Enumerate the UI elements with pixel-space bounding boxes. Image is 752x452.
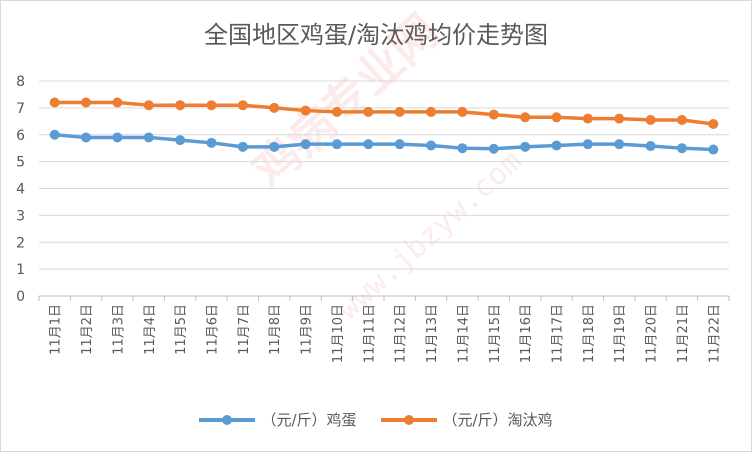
- y-tick-label: 2: [16, 235, 25, 251]
- data-point-s1-15: [520, 112, 531, 123]
- data-point-s1-4: [175, 100, 186, 111]
- data-point-s1-18: [614, 113, 625, 124]
- x-tick-label: 11月18日: [582, 304, 597, 363]
- x-tick-label: 11月17日: [551, 304, 566, 363]
- x-tick-label: 11月1日: [49, 304, 64, 355]
- x-tick-label: 11月6日: [206, 304, 221, 355]
- x-tick-label: 11月5日: [174, 304, 189, 355]
- legend-label-culled-hen: （元/斤）淘汰鸡: [442, 411, 553, 429]
- data-point-s1-12: [426, 106, 437, 117]
- y-tick-label: 7: [16, 101, 25, 117]
- x-tick-label: 11月7日: [237, 304, 252, 355]
- data-point-s0-0: [49, 129, 60, 140]
- data-point-s1-1: [81, 97, 92, 108]
- data-point-s1-10: [363, 106, 374, 117]
- y-tick-label: 8: [16, 74, 25, 90]
- legend-label-egg: （元/斤）鸡蛋: [261, 411, 357, 429]
- data-point-s0-3: [143, 132, 154, 143]
- legend-item-egg: （元/斤）鸡蛋: [199, 409, 357, 430]
- data-point-s0-16: [551, 140, 562, 151]
- x-tick-label: 11月21日: [676, 304, 691, 363]
- x-tick-label: 11月2日: [80, 304, 95, 355]
- data-point-s1-8: [300, 105, 311, 116]
- data-point-s0-7: [269, 141, 280, 152]
- y-tick-label: 6: [16, 128, 25, 144]
- data-point-s1-21: [708, 119, 719, 129]
- data-point-s1-9: [331, 106, 342, 117]
- legend-swatch-culled-hen: [380, 414, 437, 425]
- data-point-s0-5: [206, 137, 217, 148]
- data-point-s0-19: [645, 141, 656, 152]
- data-point-s1-11: [394, 106, 405, 117]
- x-tick-label: 11月11日: [362, 304, 377, 363]
- y-tick-label: 0: [16, 289, 25, 305]
- data-point-s0-18: [614, 139, 625, 150]
- x-tick-label: 11月10日: [331, 304, 346, 363]
- data-point-s1-17: [582, 113, 593, 124]
- x-tick-label: 11月22日: [707, 304, 722, 363]
- data-point-s0-15: [520, 141, 531, 152]
- data-point-s0-20: [676, 143, 687, 154]
- x-tick-label: 11月9日: [300, 304, 315, 355]
- x-tick-label: 11月14日: [456, 304, 471, 363]
- x-tick-label: 11月20日: [645, 304, 660, 363]
- data-point-s1-19: [645, 114, 656, 125]
- data-point-s1-13: [457, 106, 468, 117]
- series-line-1: [54, 100, 714, 126]
- chart-title: 全国地区鸡蛋/淘汰鸡均价走势图: [203, 21, 549, 49]
- x-tick-label: 11月12日: [394, 304, 409, 363]
- series-line-0: [54, 133, 714, 152]
- x-tick-label: 11月13日: [425, 304, 440, 363]
- data-point-s1-6: [237, 100, 248, 111]
- data-point-s1-5: [206, 100, 217, 111]
- data-point-s0-21: [708, 144, 719, 155]
- data-point-s1-0: [49, 97, 60, 108]
- data-point-s0-13: [457, 143, 468, 154]
- data-point-s1-14: [488, 109, 499, 120]
- legend-swatch-egg: [199, 414, 256, 425]
- legend: （元/斤）鸡蛋 （元/斤）淘汰鸡: [1, 409, 751, 430]
- data-point-s1-7: [269, 102, 280, 113]
- data-point-s1-2: [112, 97, 123, 108]
- x-tick-label: 11月15日: [488, 304, 503, 363]
- data-point-s1-20: [676, 114, 687, 125]
- data-point-s0-6: [237, 141, 248, 152]
- data-point-s0-1: [81, 132, 92, 143]
- data-point-s0-4: [175, 135, 186, 146]
- data-point-s0-17: [582, 139, 593, 150]
- x-tick-label: 11月4日: [143, 304, 158, 355]
- data-point-s0-11: [394, 139, 405, 150]
- data-point-s0-12: [426, 140, 437, 151]
- data-point-s0-8: [300, 139, 311, 150]
- x-tick-label: 11月3日: [111, 304, 126, 355]
- y-tick-label: 3: [16, 208, 25, 224]
- data-point-s0-9: [331, 139, 342, 150]
- data-point-s0-2: [112, 132, 123, 143]
- data-point-s1-3: [143, 100, 154, 111]
- x-tick-label: 11月16日: [519, 304, 534, 363]
- y-tick-label: 4: [16, 182, 25, 198]
- data-point-s0-10: [363, 139, 374, 150]
- legend-item-culled-hen: （元/斤）淘汰鸡: [380, 409, 553, 430]
- data-point-s1-16: [551, 112, 562, 123]
- x-tick-label: 11月19日: [613, 304, 628, 363]
- x-tick-label: 11月8日: [268, 304, 283, 355]
- y-tick-label: 1: [16, 262, 25, 278]
- data-point-s0-14: [488, 143, 499, 154]
- y-tick-label: 5: [16, 155, 25, 171]
